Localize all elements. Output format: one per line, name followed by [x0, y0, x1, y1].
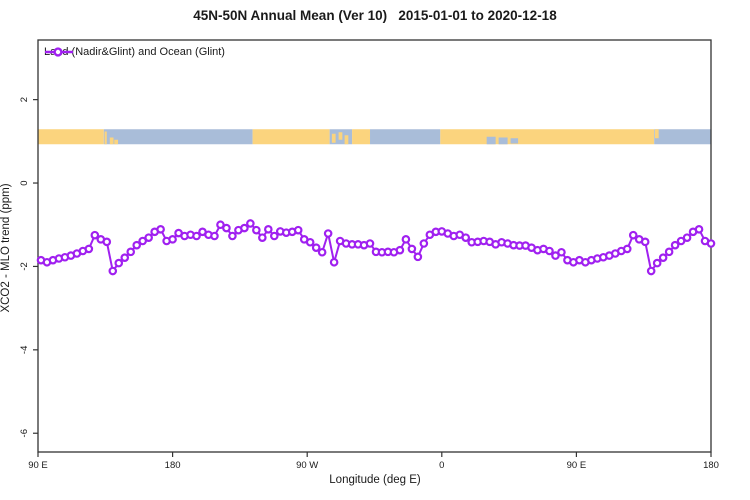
data-point	[646, 266, 656, 276]
data-point	[658, 253, 668, 262]
data-point	[264, 225, 273, 234]
data-point	[210, 231, 219, 241]
data-point	[252, 225, 261, 235]
data-point	[132, 240, 142, 250]
y-tick-label: 2	[19, 97, 30, 102]
y-tick-label: -4	[19, 346, 30, 354]
data-point	[664, 247, 674, 257]
y-tick-label: -6	[19, 429, 30, 437]
data-point	[144, 233, 153, 242]
data-point	[670, 240, 680, 250]
map-strip-ocean-patch	[486, 136, 496, 145]
data-point	[222, 223, 231, 233]
map-strip-land-patch	[344, 135, 349, 145]
data-point	[216, 220, 225, 230]
data-point	[102, 237, 112, 247]
data-point	[706, 239, 716, 248]
map-strip-land-segment	[38, 129, 104, 145]
map-strip-ocean-patch	[510, 138, 519, 144]
data-point	[395, 245, 405, 255]
data-point	[323, 229, 333, 238]
data-point	[676, 236, 686, 246]
chart-title: 45N-50N Annual Mean (Ver 10) 2015-01-01 …	[193, 8, 557, 23]
y-tick-label: 0	[19, 180, 30, 185]
x-tick-label: 0	[439, 460, 444, 471]
data-point	[401, 235, 411, 244]
data-point	[192, 231, 201, 241]
data-point	[311, 243, 321, 252]
map-strip-land-segment	[440, 129, 655, 145]
data-point	[138, 236, 147, 246]
data-point	[694, 225, 704, 234]
map-strip-ocean-segment	[370, 129, 441, 145]
y-tick-label: -2	[19, 262, 30, 270]
data-point	[90, 230, 100, 240]
data-point	[413, 252, 423, 262]
data-point	[628, 230, 638, 240]
y-axis-label: XCO2 - MLO trend (ppm)	[0, 183, 12, 313]
data-point	[168, 235, 177, 244]
data-point	[108, 266, 118, 276]
map-strip-land-patch	[331, 133, 336, 143]
x-tick-label: 90 E	[567, 460, 587, 471]
data-point	[329, 257, 339, 267]
map-strip-ocean-segment	[103, 129, 253, 145]
data-point	[461, 233, 471, 242]
data-point	[682, 233, 692, 242]
data-point	[652, 258, 662, 268]
data-point	[240, 223, 249, 233]
data-point	[545, 246, 554, 256]
map-strip-land-segment	[352, 129, 371, 145]
data-point	[419, 239, 429, 248]
data-point	[640, 237, 650, 247]
data-point	[258, 233, 267, 242]
map-strip-land-segment	[252, 129, 330, 145]
data-point	[228, 231, 237, 241]
map-strip-land-patch	[104, 131, 107, 145]
data-point	[269, 231, 279, 241]
map-strip-land-patch	[109, 137, 114, 145]
map-strip-land-patch	[338, 132, 343, 140]
data-point	[246, 219, 255, 228]
map-strip-land-patch	[654, 129, 659, 139]
x-tick-label: 90 E	[28, 460, 48, 471]
data-point	[551, 251, 560, 260]
data-point	[622, 244, 632, 254]
data-point	[126, 247, 136, 257]
x-tick-label: 180	[703, 460, 719, 471]
x-axis-label: Longitude (deg E)	[329, 474, 421, 486]
data-point	[365, 239, 375, 248]
data-point	[557, 247, 566, 257]
data-point	[156, 225, 165, 234]
legend-marker-icon	[45, 47, 73, 57]
data-point	[120, 253, 130, 262]
x-tick-label: 90 W	[296, 460, 318, 471]
map-strip-ocean-patch	[498, 137, 508, 145]
data-point	[317, 247, 327, 257]
map-strip-ocean-segment	[654, 129, 711, 145]
data-point	[114, 258, 124, 268]
legend: Land (Nadir&Glint) and Ocean (Glint)	[44, 46, 225, 58]
data-point	[407, 244, 417, 254]
map-strip-land-patch	[114, 139, 119, 145]
series-line	[40, 222, 712, 274]
data-point	[305, 237, 315, 247]
data-point	[84, 244, 94, 254]
data-point	[293, 225, 303, 235]
x-tick-label: 180	[165, 460, 181, 471]
legend-label: Land (Nadir&Glint) and Ocean (Glint)	[44, 46, 225, 58]
